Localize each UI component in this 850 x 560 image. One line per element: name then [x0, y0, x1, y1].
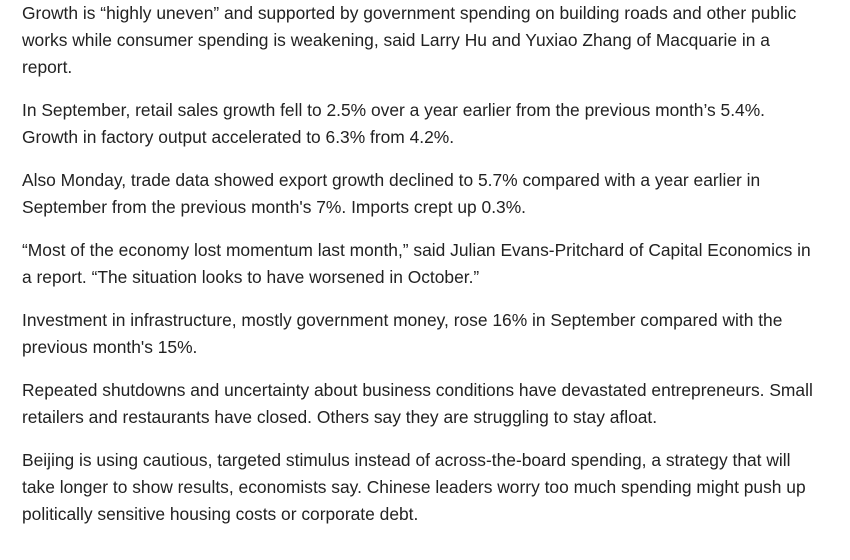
paragraph: Investment in infrastructure, mostly gov… [22, 310, 783, 357]
paragraph: “Most of the economy lost momentum last … [22, 240, 811, 287]
paragraph: Repeated shutdowns and uncertainty about… [22, 380, 813, 427]
paragraph: Beijing is using cautious, targeted stim… [22, 450, 806, 524]
paragraph: Also Monday, trade data showed export gr… [22, 170, 761, 217]
paragraph: Growth is “highly uneven” and supported … [22, 3, 797, 77]
paragraph: In September, retail sales growth fell t… [22, 100, 766, 147]
article-body: Growth is “highly uneven” and supported … [22, 0, 822, 544]
